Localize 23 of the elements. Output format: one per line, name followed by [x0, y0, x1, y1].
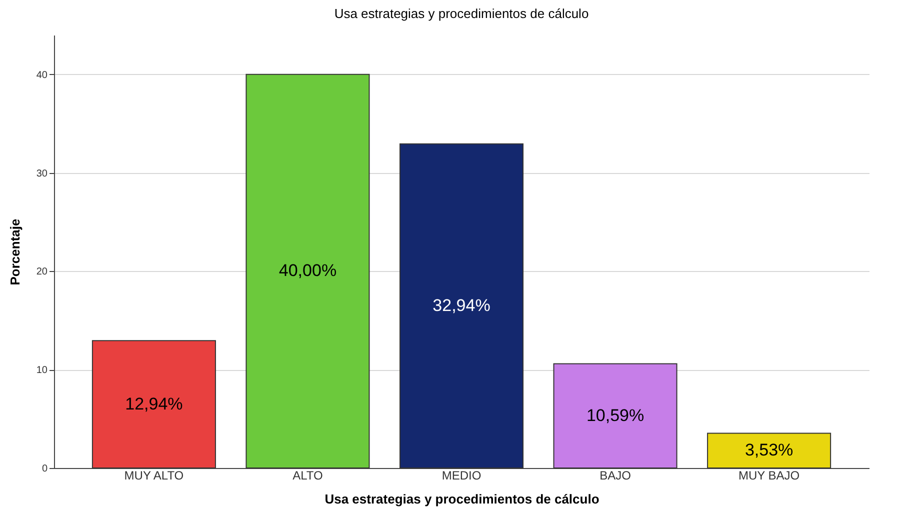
- y-tick-label: 20: [36, 266, 48, 278]
- x-axis-title: Usa estrategias y procedimientos de cálculo: [324, 492, 600, 506]
- x-tick-label: MUY ALTO: [124, 468, 184, 482]
- bar: [246, 74, 370, 468]
- data-label: 10,59%: [586, 406, 644, 425]
- bar: [92, 340, 216, 468]
- chart-title: Usa estrategias y procedimientos de cálculo: [334, 6, 589, 21]
- y-tick-label: 30: [36, 168, 48, 180]
- y-tick-label: 40: [36, 70, 48, 81]
- data-label: 40,00%: [278, 261, 337, 280]
- y-axis-title: Porcentaje: [7, 218, 22, 286]
- y-tick-label: 0: [42, 464, 48, 474]
- bar: [399, 143, 524, 468]
- x-tick-label: ALTO: [292, 468, 323, 482]
- x-tick-label: MUY BAJO: [738, 468, 800, 482]
- bar: [707, 432, 832, 468]
- bar: [553, 363, 678, 468]
- data-label: 12,94%: [125, 394, 183, 414]
- x-tick-label: BAJO: [600, 468, 631, 482]
- y-tick-label: 10: [36, 365, 48, 376]
- x-tick-label: MEDIO: [442, 468, 482, 482]
- data-label: 3,53%: [744, 440, 794, 460]
- data-label: 32,94%: [432, 296, 490, 315]
